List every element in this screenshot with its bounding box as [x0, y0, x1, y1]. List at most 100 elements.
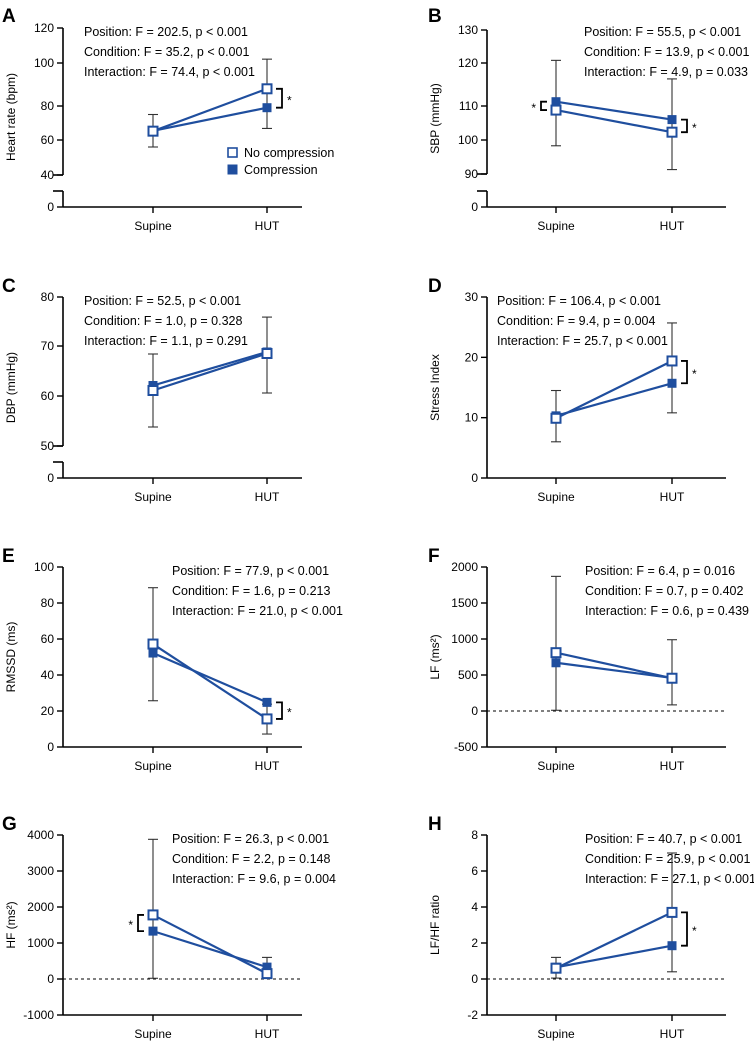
- anova-stat-line: Condition: F = 13.9, p < 0.001: [584, 45, 749, 59]
- point-compression: [551, 658, 561, 668]
- y-tick-label: 2000: [27, 900, 54, 914]
- y-tick-label: 70: [41, 339, 55, 353]
- anova-stat-line: Position: F = 106.4, p < 0.001: [497, 294, 661, 308]
- significance-star: *: [287, 706, 292, 720]
- y-tick-label: 130: [458, 23, 478, 37]
- y-tick-label: 20: [465, 350, 479, 364]
- point-no-compression: [261, 713, 273, 725]
- y-tick-label: 90: [465, 167, 479, 181]
- anova-stat-line: Condition: F = 1.0, p = 0.328: [84, 314, 242, 328]
- legend-label-compression: Compression: [244, 163, 318, 177]
- x-tick-label: Supine: [537, 759, 575, 773]
- anova-stat-line: Interaction: F = 27.1, p < 0.001: [585, 872, 754, 886]
- point-no-compression: [147, 125, 159, 137]
- y-tick-label: 100: [458, 133, 478, 147]
- y-tick-label: 10: [465, 411, 479, 425]
- anova-stat-line: Position: F = 77.9, p < 0.001: [172, 564, 329, 578]
- panel-g: G -1000 0 1000 2000 3000 4000 Supine HUT HF (ms²)…: [2, 814, 336, 1041]
- x-tick-label: HUT: [660, 759, 685, 773]
- y-tick-label: 4: [471, 900, 478, 914]
- legend-marker-no-compression: [227, 147, 238, 158]
- y-tick-label: 2000: [451, 560, 478, 574]
- y-tick-label: 20: [41, 704, 55, 718]
- point-no-compression: [550, 412, 562, 424]
- significance-bracket: [681, 118, 688, 134]
- y-tick-label: 0: [47, 972, 54, 986]
- y-tick-label: 1500: [451, 596, 478, 610]
- point-no-compression: [147, 909, 159, 921]
- y-tick-label: 2: [471, 936, 478, 950]
- panel-label: A: [2, 6, 16, 27]
- panel-c: C 0 50 60 70 80 Supine HUT DBP (mmHg) Position: F…: [2, 276, 302, 504]
- series-line-compression: [555, 100, 673, 121]
- x-tick-label: HUT: [255, 490, 280, 504]
- series-line-compression: [555, 661, 673, 679]
- y-tick-label: 4000: [27, 828, 54, 842]
- anova-stat-line: Position: F = 202.5, p < 0.001: [84, 25, 248, 39]
- panel-f: F -500 0 500 1000 1500 2000 Supine HUT LF (ms²) Po…: [428, 546, 749, 773]
- y-tick-label: 0: [471, 200, 478, 214]
- y-axis-title: SBP (mmHg): [428, 83, 442, 153]
- y-tick-label: 0: [471, 471, 478, 485]
- y-tick-label: -1000: [23, 1008, 54, 1022]
- y-tick-label: 0: [47, 740, 54, 754]
- series-line-compression: [152, 930, 268, 969]
- significance-star: *: [128, 918, 133, 932]
- y-tick-label: 500: [458, 668, 478, 682]
- y-tick-label: 50: [41, 439, 55, 453]
- y-axis-title: Stress Index: [428, 354, 442, 421]
- point-compression: [262, 103, 272, 113]
- point-no-compression: [666, 672, 678, 684]
- y-tick-label: 110: [459, 99, 478, 113]
- point-no-compression: [666, 126, 678, 138]
- y-axis-title: RMSSD (ms): [4, 622, 18, 693]
- significance-star: *: [287, 93, 292, 107]
- panel-label: D: [428, 276, 442, 297]
- x-tick-label: Supine: [537, 219, 575, 233]
- y-axis-title: LF/HF ratio: [428, 895, 442, 955]
- point-no-compression: [550, 647, 562, 659]
- legend-label-no-compression: No compression: [244, 146, 334, 160]
- significance-star: *: [692, 367, 697, 381]
- y-tick-label: 3000: [27, 864, 54, 878]
- significance-bracket: [681, 360, 688, 385]
- series-line-compression: [555, 944, 673, 969]
- y-tick-label: 8: [471, 828, 478, 842]
- x-tick-label: Supine: [134, 219, 172, 233]
- x-tick-label: Supine: [134, 759, 172, 773]
- x-tick-label: HUT: [255, 1027, 280, 1041]
- point-compression: [262, 697, 272, 707]
- y-tick-label: -2: [467, 1008, 478, 1022]
- series-line-no-compression: [152, 643, 268, 720]
- significance-star: *: [531, 101, 536, 115]
- anova-stat-line: Position: F = 55.5, p < 0.001: [584, 25, 741, 39]
- anova-stat-line: Interaction: F = 1.1, p = 0.291: [84, 334, 248, 348]
- panel-d: D 0 10 20 30 Supine HUT Stress Index Position: F…: [428, 276, 726, 504]
- panel-e: E 0 20 40 60 80 100 Supine HUT RMSSD (ms) Position…: [2, 546, 343, 773]
- panel-label: B: [428, 6, 442, 27]
- series-line-no-compression: [152, 87, 268, 133]
- y-tick-label: 6: [471, 864, 478, 878]
- y-tick-label: 40: [41, 668, 55, 682]
- anova-stat-line: Condition: F = 9.4, p = 0.004: [497, 314, 655, 328]
- point-no-compression: [550, 104, 562, 116]
- legend: No compression Compression: [227, 146, 334, 177]
- y-tick-label: 1000: [27, 936, 54, 950]
- series-line-no-compression: [555, 651, 673, 680]
- y-tick-label: 120: [458, 56, 478, 70]
- y-tick-label: 60: [41, 133, 55, 147]
- y-tick-label: 100: [34, 56, 54, 70]
- panel-label: G: [2, 814, 17, 835]
- panel-h: H -2 0 2 4 6 8 Supine HUT LF/HF ratio Position: F …: [428, 814, 754, 1041]
- point-no-compression: [147, 638, 159, 650]
- point-compression: [148, 926, 158, 936]
- series-line-compression: [152, 106, 268, 132]
- point-compression: [667, 941, 677, 951]
- point-compression: [667, 378, 677, 388]
- significance-star: *: [692, 924, 697, 938]
- significance-bracket: [137, 914, 144, 933]
- significance-bracket: [276, 701, 283, 720]
- anova-stat-line: Interaction: F = 21.0, p < 0.001: [172, 604, 343, 618]
- y-axis-title: HF (ms²): [4, 901, 18, 948]
